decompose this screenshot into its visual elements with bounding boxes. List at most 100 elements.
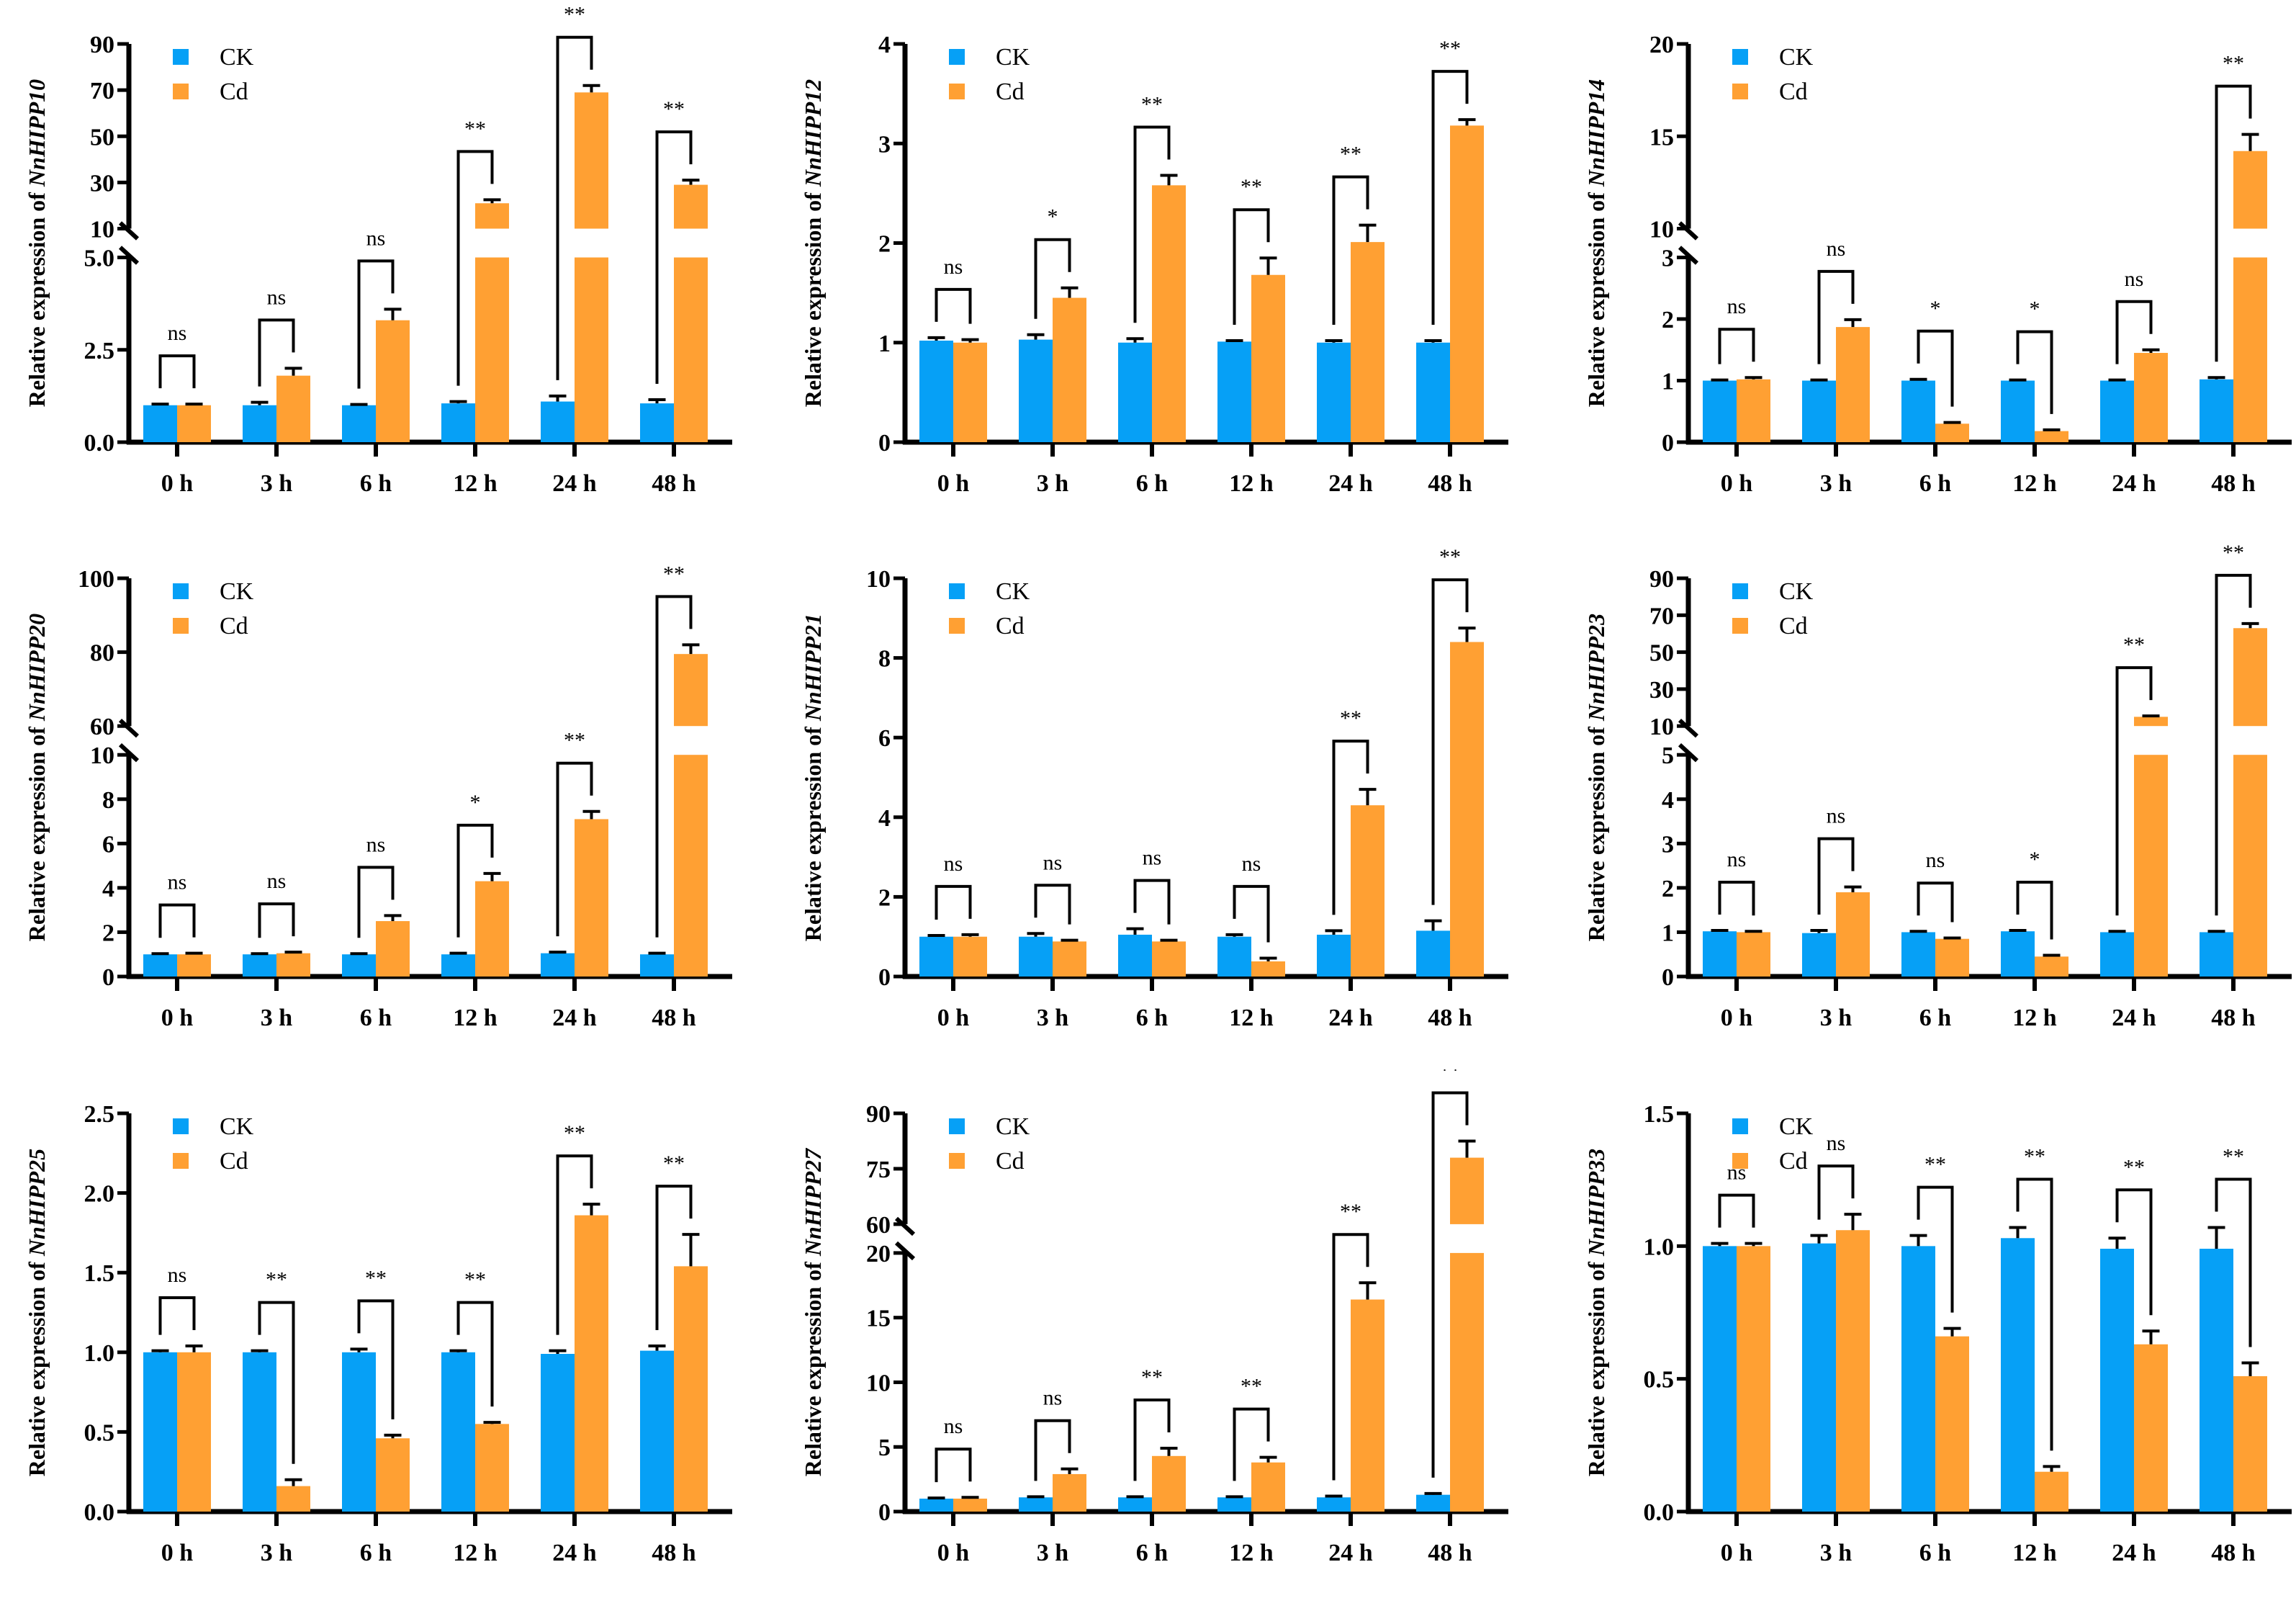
bar-cd: [674, 755, 708, 977]
y-axis-title-prefix: Relative expression of: [1583, 727, 1609, 941]
y-tick-label: 0: [878, 964, 891, 991]
y-tick-label: 0: [1662, 964, 1674, 991]
y-tick-label: 0.0: [84, 430, 115, 457]
y-tick-label: 0.5: [84, 1419, 115, 1446]
legend-swatch-cd: [1732, 84, 1748, 99]
y-axis-title-prefix: Relative expression of: [24, 727, 50, 941]
bar-ck: [919, 340, 953, 442]
bar-ck: [1703, 1246, 1737, 1512]
significance-label: *: [2030, 848, 2040, 871]
significance-bracket: [357, 1299, 395, 1419]
axis-break-mark: [118, 742, 140, 763]
significance-bracket: [2115, 300, 2153, 364]
chart-panel-nnhipp33: 0.0 0.5 1.0 1.5 Relative expression of NnHIP…: [1559, 1069, 2296, 1594]
x-tick-label: 24 h: [1328, 1005, 1373, 1031]
significance-label: *: [2030, 297, 2040, 321]
significance-label: **: [663, 562, 685, 585]
legend-swatch-ck: [1732, 583, 1748, 599]
y-tick-label: 1: [878, 331, 891, 357]
bar-cd: [953, 342, 987, 442]
legend-swatch-cd: [1732, 618, 1748, 634]
bar-cd: [1450, 1252, 1484, 1512]
x-tick-label: 0 h: [161, 470, 194, 497]
bar-cd: [2233, 257, 2267, 442]
significance-label: **: [1241, 1375, 1262, 1399]
significance-label: **: [1340, 143, 1361, 166]
bar-ck: [441, 954, 475, 977]
significance-label: **: [2123, 633, 2145, 657]
significance-bracket: [935, 1447, 972, 1483]
y-tick-label: 5: [878, 1435, 891, 1461]
x-tick-label: 48 h: [2211, 1540, 2256, 1566]
significance-label: ns: [944, 852, 963, 876]
legend-label-cd: Cd: [1779, 613, 1808, 639]
x-tick-label: 24 h: [2112, 1005, 2156, 1031]
gene-name: NnHIPP23: [1583, 614, 1609, 722]
chart-svg: 0 1 2 3 4 510 30 50 70 90 Relative expression of N…: [1583, 541, 2292, 1031]
significance-bracket: [655, 130, 693, 385]
x-tick-label: 24 h: [1328, 1540, 1373, 1566]
y-tick-label: 75: [866, 1157, 891, 1183]
significance-label: **: [365, 1266, 387, 1290]
bar-cd: [376, 1438, 410, 1512]
bar-ck: [2001, 1238, 2035, 1512]
x-tick-label: 3 h: [261, 1005, 293, 1031]
y-axis-title-prefix: Relative expression of: [800, 192, 826, 407]
x-tick-label: 12 h: [453, 470, 498, 497]
x-tick-label: 48 h: [2211, 470, 2256, 497]
bar-cd: [2134, 1344, 2168, 1512]
gene-name: NnHIPP14: [1583, 79, 1609, 187]
y-tick-label: 6: [878, 725, 891, 752]
legend-label-cd: Cd: [220, 1148, 248, 1175]
y-tick-label: 5: [1662, 742, 1674, 769]
y-axis-title: Relative expression of NnHIPP21: [800, 614, 826, 941]
significance-label: ns: [1926, 848, 1945, 872]
significance-label: **: [2223, 1145, 2244, 1169]
significance-label: **: [2024, 1145, 2045, 1169]
bar-cd-upper: [2233, 151, 2267, 229]
significance-bracket: [2115, 666, 2153, 916]
y-tick-label: 2: [102, 920, 114, 946]
chart-svg: 0.0 0.5 1.0 1.5 2.0 2.5 Relative expression of…: [24, 1101, 732, 1566]
y-tick-label: 0: [1662, 430, 1674, 457]
x-tick-label: 3 h: [1037, 1005, 1069, 1031]
bar-cd-upper: [1450, 1157, 1484, 1224]
chart-svg: 0.0 2.5 5.0 10 30 50 70 90 Relative expression o…: [24, 3, 732, 497]
chart-panel-nnhipp12: 0 1 2 3 4 Relative expression of NnHIPP12 CK Cd…: [776, 0, 1541, 525]
bar-cd: [2233, 755, 2267, 977]
x-tick-label: 24 h: [552, 1540, 597, 1566]
x-tick-label: 12 h: [1229, 1540, 1274, 1566]
y-tick-label: 90: [90, 32, 114, 58]
bar-ck: [1416, 1494, 1450, 1512]
significance-bracket: [1034, 238, 1071, 319]
x-tick-label: 6 h: [1136, 1540, 1169, 1566]
y-axis-title-prefix: Relative expression of: [800, 727, 826, 941]
significance-label: ns: [168, 321, 187, 345]
y-tick-label: 4: [878, 32, 891, 58]
x-tick-label: 6 h: [1136, 470, 1169, 497]
y-tick-label: 10: [866, 566, 891, 593]
chart-panel-nnhipp21: 0 2 4 6 8 10 Relative expression of NnHIPP21 CK…: [776, 534, 1541, 1059]
bar-cd: [674, 1266, 708, 1512]
x-tick-label: 6 h: [1919, 470, 1952, 497]
significance-bracket: [258, 318, 295, 387]
legend-label-ck: CK: [996, 44, 1030, 71]
legend-swatch-cd: [949, 84, 965, 99]
significance-bracket: [2115, 1188, 2153, 1316]
x-tick-label: 3 h: [261, 1540, 293, 1566]
significance-bracket: [456, 823, 494, 938]
significance-label: **: [2123, 1155, 2145, 1179]
bar-cd: [1152, 185, 1186, 442]
legend-label-cd: Cd: [1779, 1148, 1808, 1175]
significance-bracket: [1332, 175, 1369, 325]
significance-bracket: [357, 259, 395, 389]
x-tick-label: 12 h: [453, 1005, 498, 1031]
bar-cd-upper: [2134, 717, 2168, 727]
gene-name: NnHIPP21: [800, 614, 826, 722]
x-tick-label: 0 h: [161, 1540, 194, 1566]
bar-ck: [1901, 932, 1935, 977]
bar-ck: [1901, 1246, 1935, 1512]
bar-cd: [1152, 941, 1186, 977]
significance-label: ns: [1043, 1386, 1063, 1410]
